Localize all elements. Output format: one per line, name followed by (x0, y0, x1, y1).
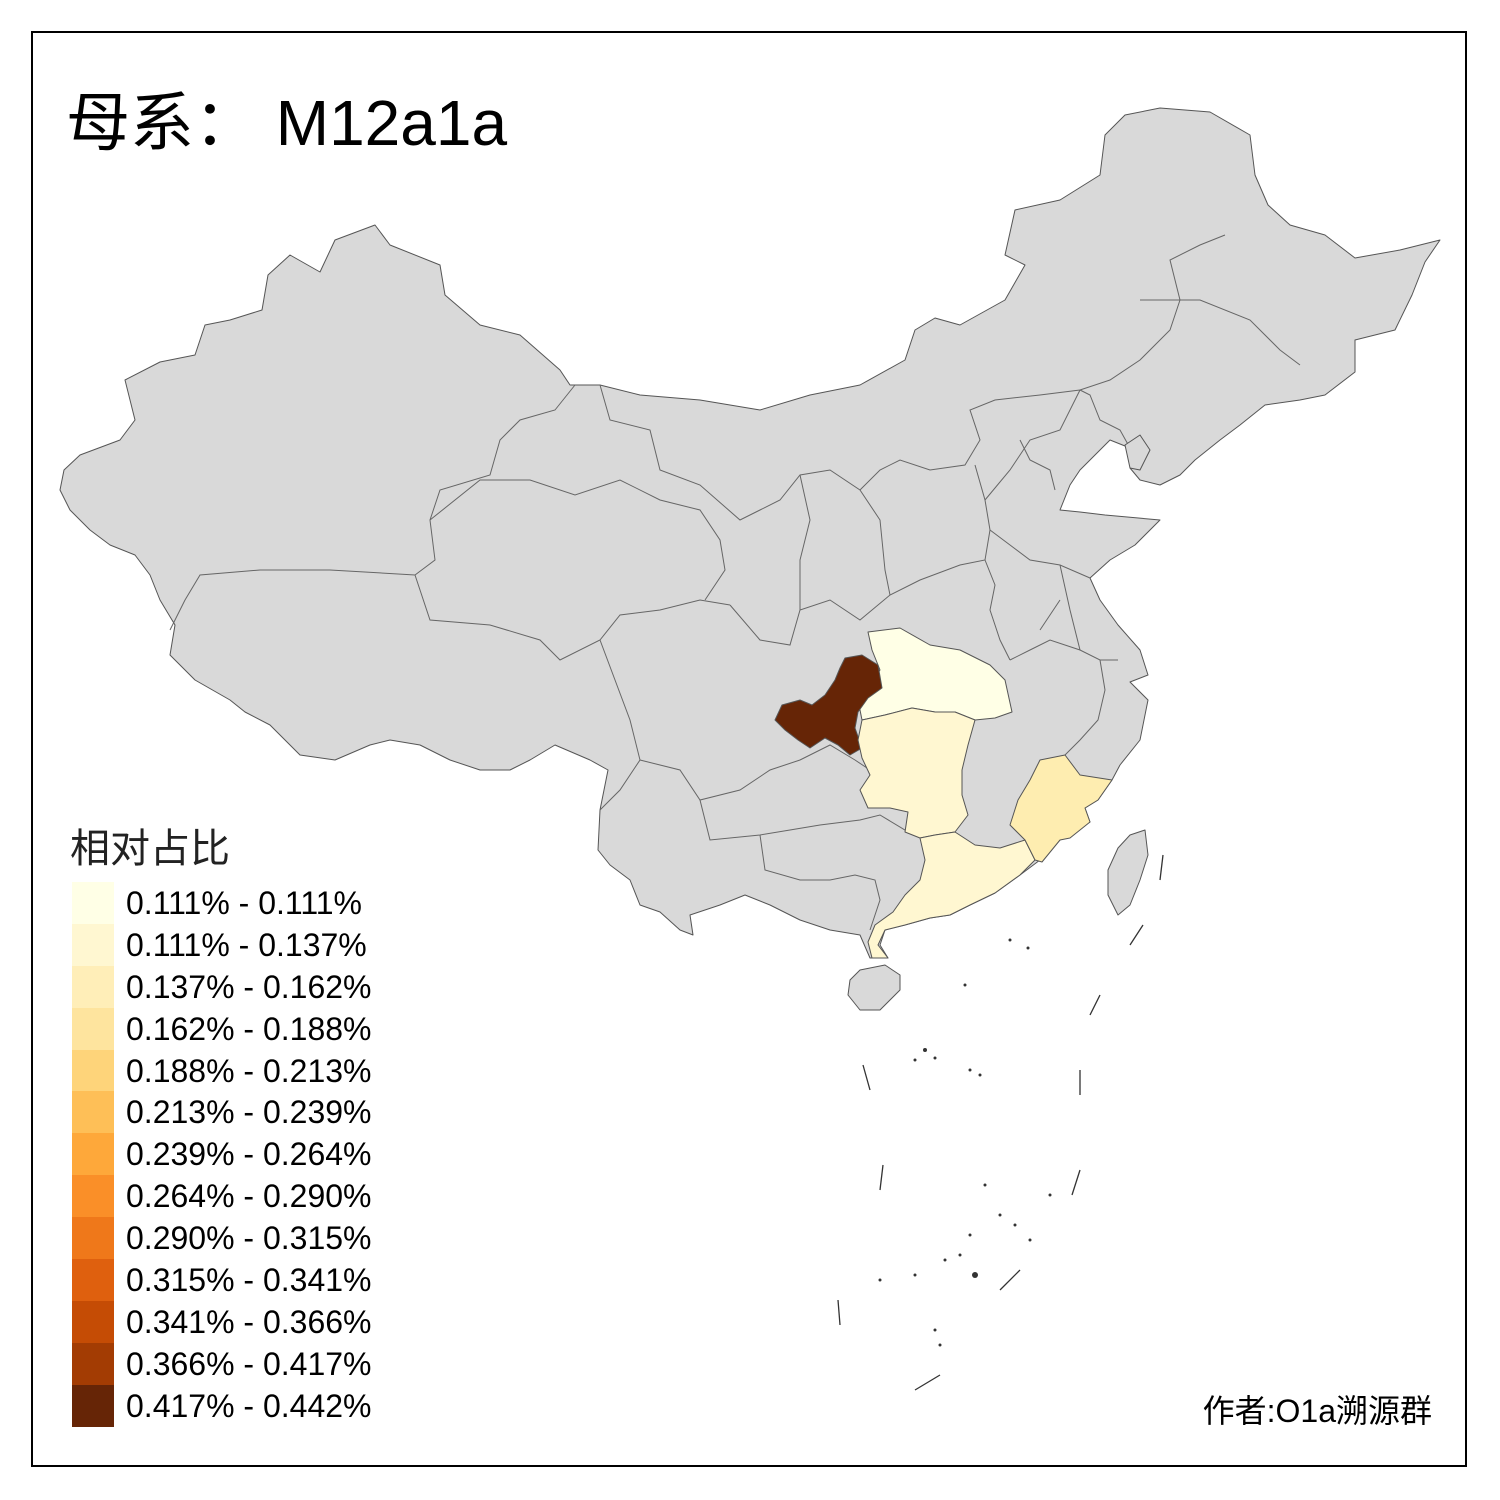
map-frame (31, 31, 1467, 1467)
province-chongqing (774, 654, 883, 756)
legend-label: 0.290% - 0.315% (126, 1220, 372, 1257)
island-hainan (847, 964, 901, 1011)
legend-swatch (72, 1133, 114, 1176)
author-credit: 作者:O1a溯源群 (1202, 1393, 1432, 1429)
legend-label: 0.111% - 0.111% (126, 885, 362, 921)
legend-swatch (72, 1384, 114, 1427)
map-title: 母系： M12a1a (66, 87, 508, 159)
legend-label: 0.417% - 0.442% (126, 1387, 372, 1424)
legend-swatch (72, 1049, 114, 1092)
province-fujian (1009, 754, 1113, 863)
liaodong-peninsula (1124, 434, 1151, 471)
legend-swatch (72, 882, 114, 924)
mainland-base (59, 107, 1441, 959)
legend-label: 0.366% - 0.417% (126, 1345, 372, 1382)
legend-swatch (72, 1175, 114, 1218)
legend-label: 0.264% - 0.290% (126, 1178, 372, 1215)
island-taiwan (1107, 829, 1149, 916)
legend-swatch (72, 923, 114, 966)
legend-label: 0.239% - 0.264% (126, 1136, 372, 1173)
legend-title: 相对占比 (70, 827, 230, 871)
legend-label: 0.162% - 0.188% (126, 1010, 372, 1047)
legend-label: 0.188% - 0.213% (126, 1052, 372, 1089)
legend-swatch (72, 1007, 114, 1050)
legend-swatch (72, 1300, 114, 1343)
province-guangdong (867, 831, 1036, 959)
legend-swatch (72, 1091, 114, 1134)
legend-swatch (72, 1259, 114, 1302)
legend-label: 0.137% - 0.162% (126, 968, 372, 1005)
province-borders (169, 234, 1301, 931)
south-china-sea-marks (837, 854, 1164, 1391)
legend-label: 0.315% - 0.341% (126, 1262, 372, 1299)
legend-swatch (72, 1217, 114, 1260)
legend-label: 0.111% - 0.137% (126, 926, 367, 963)
legend-label: 0.213% - 0.239% (126, 1094, 372, 1131)
legend-label: 0.341% - 0.366% (126, 1303, 372, 1340)
legend-swatch (72, 965, 114, 1008)
legend-swatch (72, 1342, 114, 1385)
